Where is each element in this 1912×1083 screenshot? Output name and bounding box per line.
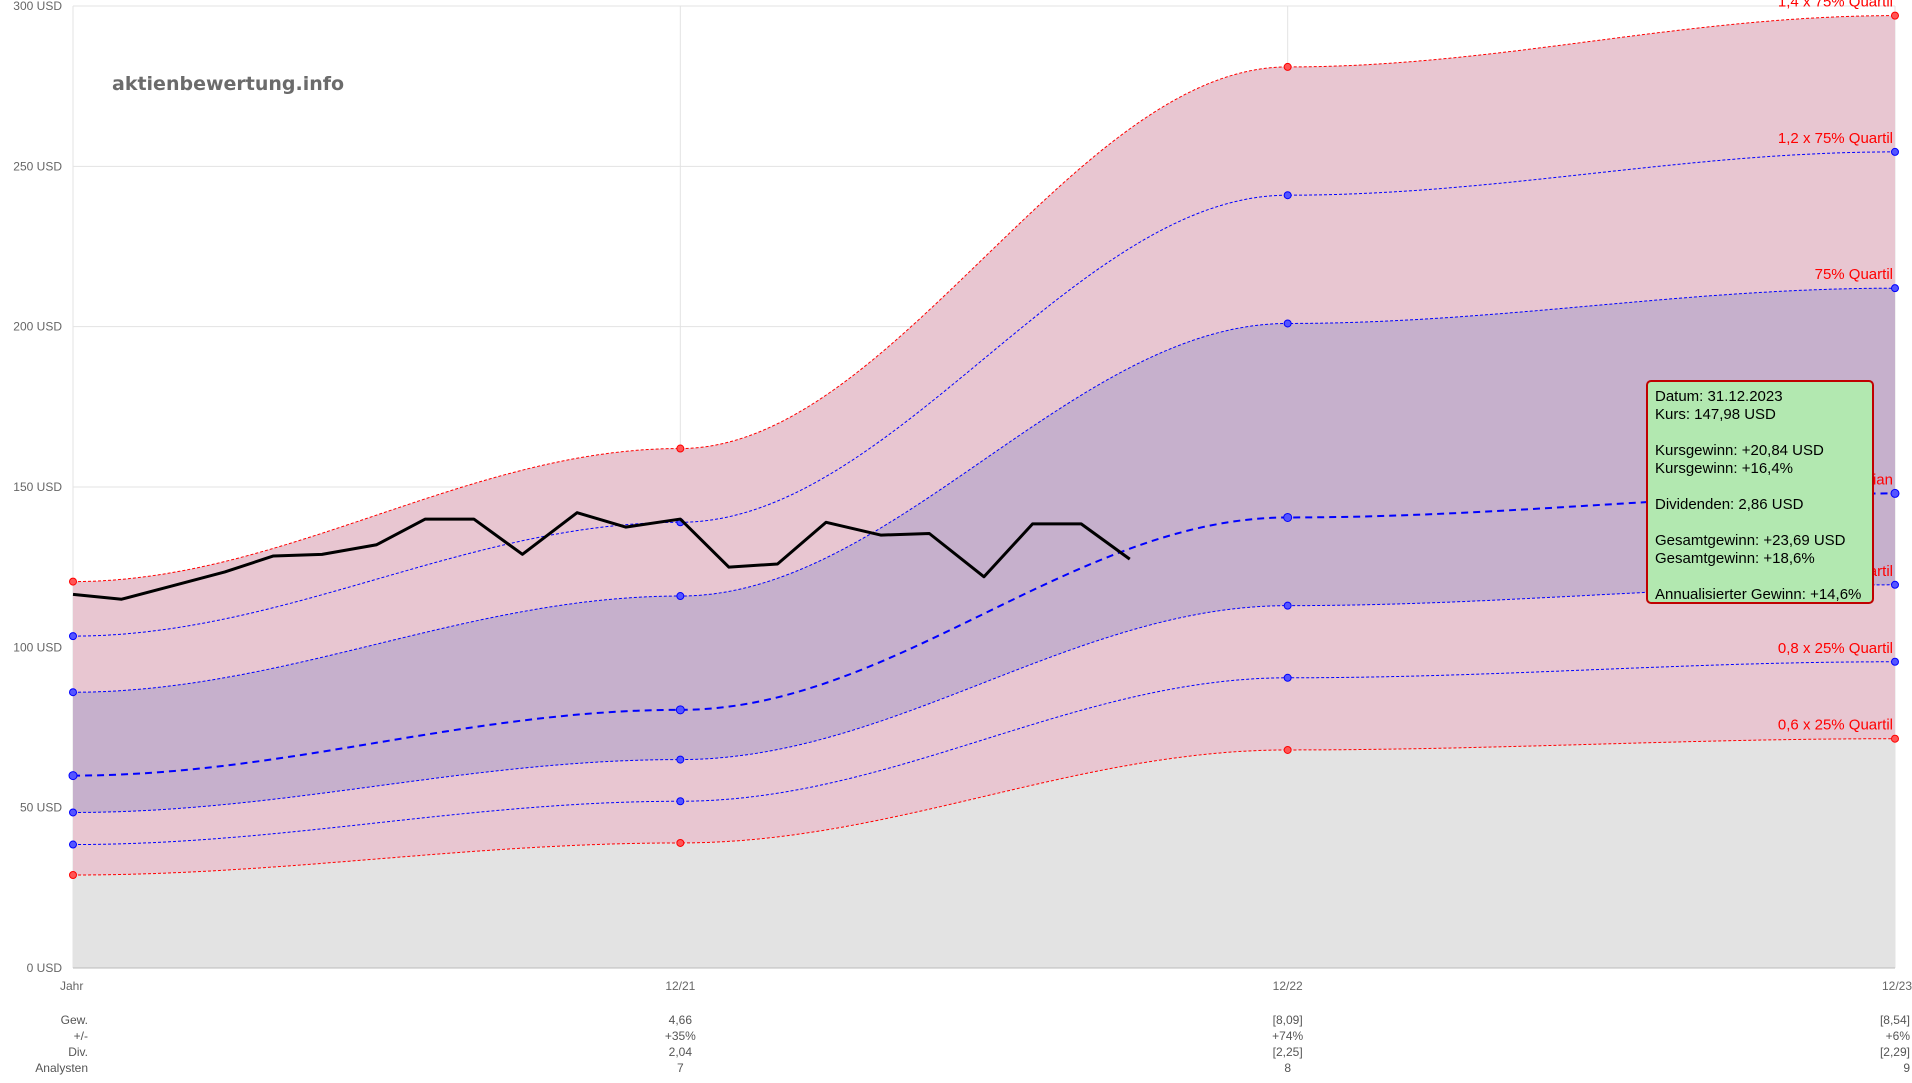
band-label: 1,4 x 75% Quartil [1778,0,1893,11]
band-point[interactable] [1283,745,1292,754]
band-point[interactable] [1283,601,1292,610]
table-cell: +35% [665,1029,696,1043]
table-cell: 4,66 [669,1013,693,1027]
band-line [72,584,1895,813]
band-point[interactable] [69,840,77,849]
band-point[interactable] [1890,284,1899,293]
price-series [72,511,1131,601]
band-point[interactable] [69,871,77,880]
band-point[interactable] [1890,580,1899,589]
band-point[interactable] [1283,319,1292,328]
y-tick-label: 250 USD [13,159,62,173]
band-point[interactable] [1283,62,1292,71]
band-point[interactable] [69,577,77,586]
tooltip-line: Annualisierter Gewinn: +14,6% [1655,586,1862,603]
band-point[interactable] [1283,512,1293,522]
tooltip-line: Gesamtgewinn: +18,6% [1655,550,1815,567]
band-point[interactable] [69,632,77,641]
area-below-bands [73,738,1895,968]
band-point[interactable] [1890,11,1899,20]
tooltip-spacer [1655,514,1865,532]
tooltip-line: Gesamtgewinn: +23,69 USD [1655,532,1846,549]
band-label: 0,6 x 25% Quartil [1778,717,1893,734]
band-line [72,738,1895,876]
band-point[interactable] [676,755,685,764]
table-cell: [8,54] [1880,1013,1910,1027]
band-point[interactable] [1890,657,1899,666]
tooltip-line: Kursgewinn: +20,84 USD [1655,442,1824,459]
band-line [72,151,1895,637]
tooltip-spacer [1655,424,1865,442]
band-line [72,661,1895,846]
table-cell: 9 [1903,1061,1910,1075]
price-line [72,511,1131,601]
x-tick-label: 12/22 [1273,979,1303,993]
brand-watermark: aktienbewertung.info [112,73,344,95]
table-row-label: Gew. [61,1013,88,1027]
y-tick-label: 150 USD [13,480,62,494]
band-point[interactable] [676,797,685,806]
inner-band-area [73,288,1895,813]
x-tick-label: 12/21 [665,979,695,993]
y-tick-label: 100 USD [13,640,62,654]
y-tick-label: 200 USD [13,320,62,334]
band-line [72,492,1895,777]
table-cell: +74% [1272,1029,1303,1043]
tooltip-line: Dividenden: 2,86 USD [1655,496,1804,513]
band-label: 1,2 x 75% Quartil [1778,130,1893,147]
band-line [72,287,1895,693]
x-tick-label: 12/23 [1882,979,1912,993]
band-point[interactable] [1890,147,1899,156]
table-cell: 8 [1284,1061,1291,1075]
table-row-label: Analysten [35,1061,88,1075]
table-cell: [8,09] [1273,1013,1303,1027]
table-cell: [2,25] [1273,1045,1303,1059]
table-row-label: Div. [68,1045,88,1059]
tooltip-line: Datum: 31.12.2023 [1655,388,1783,405]
band-point[interactable] [675,705,685,715]
tooltip-line: Kurs: 147,98 USD [1655,406,1776,423]
band-point[interactable] [1890,734,1899,743]
band-lines [68,11,1900,880]
band-point[interactable] [1890,488,1900,498]
band-point[interactable] [1283,191,1292,200]
y-tick-label: 300 USD [13,0,62,13]
table-row-label: +/- [74,1029,88,1043]
band-point[interactable] [68,771,78,781]
data-table: Gew. +/- Div. Analysten 4,66 +35% 2,04 7 [8,09] +… [35,1013,1910,1075]
tooltip-line: Kursgewinn: +16,4% [1655,460,1794,477]
band-point[interactable] [69,688,77,697]
axes: 0 USD 50 USD 100 USD 150 USD 200 USD 250 USD 3… [13,0,1912,993]
band-point[interactable] [69,808,77,817]
band-point[interactable] [676,444,685,453]
tooltip-spacer [1655,478,1865,496]
band-point[interactable] [676,592,685,601]
y-tick-label: 50 USD [20,801,62,815]
band-label: 0,8 x 25% Quartil [1778,640,1893,657]
table-cell: [2,29] [1880,1045,1910,1059]
band-point[interactable] [1283,673,1292,682]
x-tick-label: Jahr [60,979,83,993]
band-areas [73,15,1895,968]
table-cell: +6% [1886,1029,1911,1043]
table-cell: 7 [677,1061,684,1075]
y-tick-label: 0 USD [27,961,63,975]
band-label: 75% Quartil [1815,266,1893,283]
hover-tooltip: Datum: 31.12.2023 Kurs: 147,98 USD Kursgew… [1646,380,1874,604]
table-cell: 2,04 [669,1045,693,1059]
band-point[interactable] [676,838,685,847]
tooltip-spacer [1655,568,1865,586]
